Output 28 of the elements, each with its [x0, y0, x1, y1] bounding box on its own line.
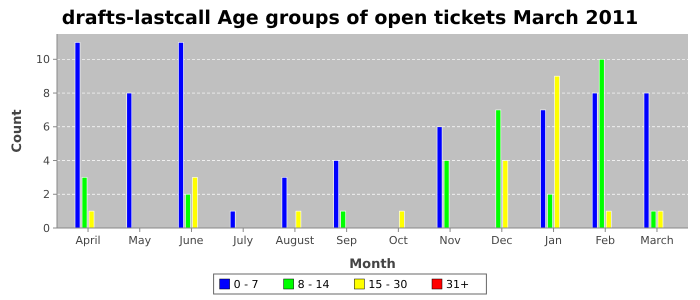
x-tick-label: Feb [596, 234, 615, 247]
y-axis-title: Count [10, 109, 25, 153]
legend-label: 0 - 7 [234, 278, 259, 291]
legend-label: 8 - 14 [298, 278, 330, 291]
bar [399, 210, 405, 228]
x-tick-label: June [178, 234, 204, 247]
chart-title: drafts-lastcall Age groups of open tickets March 2011 [62, 7, 638, 29]
x-tick-label: May [128, 234, 152, 247]
x-tick-label: Jan [544, 234, 562, 247]
x-tick-label: March [640, 234, 674, 247]
y-tick-label: 0 [43, 222, 50, 235]
legend-label: 31+ [446, 278, 470, 291]
x-axis-title: Month [349, 257, 396, 272]
x-tick-label: Sep [336, 234, 358, 247]
y-tick-label: 4 [43, 154, 50, 168]
x-tick-label: July [232, 234, 254, 247]
x-tick-label: August [276, 234, 315, 247]
x-tick-label: Oct [388, 234, 409, 247]
y-tick-label: 10 [36, 53, 50, 66]
legend-label: 15 - 30 [368, 278, 408, 291]
y-tick-label: 6 [43, 120, 50, 134]
bar [230, 210, 236, 228]
bar [296, 210, 302, 228]
x-tick-label: Nov [439, 234, 462, 247]
x-tick-label: April [75, 234, 101, 247]
y-tick-label: 2 [43, 188, 50, 202]
x-tick-label: Dec [491, 234, 512, 247]
y-tick-label: 8 [43, 86, 50, 100]
